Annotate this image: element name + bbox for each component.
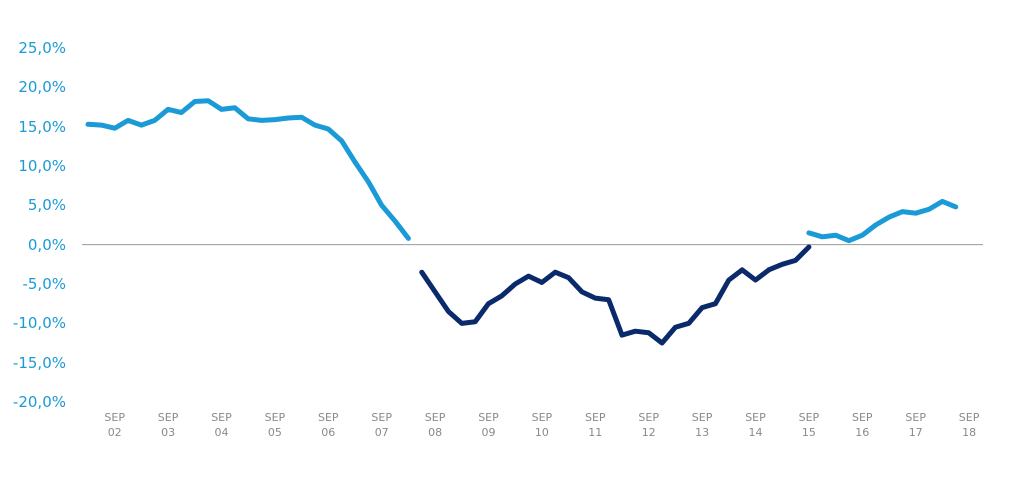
x-tick-label: SEP 16 <box>852 411 873 439</box>
x-tick-label: SEP 17 <box>905 411 926 439</box>
x-tick-label: SEP 02 <box>104 411 125 439</box>
x-tick-label: SEP 14 <box>745 411 766 439</box>
x-tick-label: SEP 04 <box>211 411 232 439</box>
y-tick-label: 10,0% <box>18 157 66 175</box>
y-tick-label: 20,0% <box>18 78 66 97</box>
y-tick-label: -5,0% <box>22 275 66 293</box>
y-tick-label: -10,0% <box>12 314 66 333</box>
x-tick-label: SEP 03 <box>157 411 179 439</box>
y-tick-label: 5,0% <box>27 196 66 215</box>
y-tick-label: 15,0% <box>18 117 66 136</box>
x-tick-label: SEP 10 <box>531 411 553 439</box>
x-tick-label: SEP 12 <box>638 411 659 439</box>
x-tick-label: SEP 07 <box>371 411 392 439</box>
x-tick-label: SEP 13 <box>691 411 713 439</box>
x-tick-label: SEP 15 <box>798 411 820 439</box>
y-tick-label: 25,0% <box>18 39 66 57</box>
x-tick-label: SEP 11 <box>585 411 606 439</box>
line-segment <box>806 198 959 244</box>
x-tick-label: SEP 18 <box>958 411 980 439</box>
line-segment <box>419 244 812 346</box>
y-tick-label: 0,0% <box>27 235 66 254</box>
y-tick-label: -15,0% <box>12 353 66 372</box>
x-tick-label: SEP 06 <box>318 411 339 439</box>
y-tick-label: -20,0% <box>12 393 66 411</box>
x-tick-label: SEP 09 <box>478 411 499 439</box>
line-segment <box>85 98 411 241</box>
x-tick-label: SEP 08 <box>424 411 446 439</box>
x-tick-label: SEP 05 <box>264 411 286 439</box>
